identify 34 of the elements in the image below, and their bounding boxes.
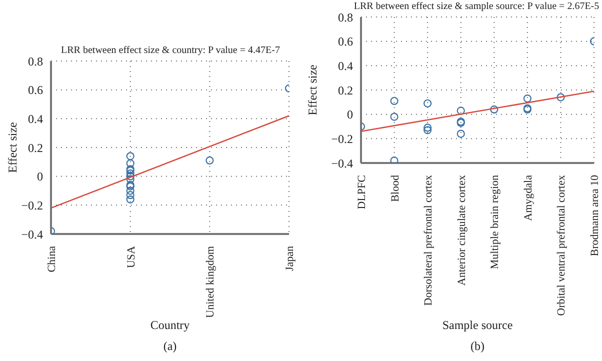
y-tick-label: 0.4 xyxy=(28,112,43,126)
y-tick-label: 0.8 xyxy=(338,10,353,24)
text: (a) xyxy=(162,339,178,354)
text: (b) xyxy=(470,339,486,354)
y-tick-label: −0.2 xyxy=(21,198,43,212)
y-tick-label: −0.4 xyxy=(331,156,353,170)
x-tick-label: United kingdom xyxy=(204,246,217,318)
x-tick-label: Anterior cingulate cortex xyxy=(456,174,468,286)
y-tick-label: 0.2 xyxy=(28,140,43,155)
chart-title: LRR between effect size & sample source: P value = 2.67E-5 xyxy=(354,1,600,12)
x-tick-label: Orbital ventral prefrontal cortex xyxy=(556,174,568,316)
x-tick-label: DLPFC xyxy=(356,175,368,210)
x-tick-label: USA xyxy=(125,246,138,268)
y-tick-label: 0.4 xyxy=(338,58,353,73)
y-tick-label: −0.4 xyxy=(21,227,43,242)
x-tick-label: Dorsolateral prefrontal cortex xyxy=(422,174,435,306)
y-tick-label: −0.2 xyxy=(331,132,353,146)
y-tick-label: 0.6 xyxy=(28,83,43,98)
x-tick-label: China xyxy=(46,246,58,272)
x-axis-title: Country xyxy=(150,318,190,332)
x-tick-label: Multiple brain region xyxy=(489,174,502,270)
y-tick-label: 0.2 xyxy=(338,83,353,98)
y-tick-label: 0.6 xyxy=(338,34,353,49)
chart-title: LRR between effect size & country: P value = 4.47E-7 xyxy=(61,45,280,56)
x-tick-label: Blood xyxy=(389,174,402,202)
x-tick-label: Amygdala xyxy=(522,174,534,221)
y-tick-label: 0.8 xyxy=(28,54,43,68)
y-tick-label: 0 xyxy=(37,170,43,184)
y-axis-title: Effect size xyxy=(305,64,320,116)
x-tick-label: Japan xyxy=(284,246,296,272)
y-tick-label: 0 xyxy=(347,108,353,122)
y-axis-title: Effect size xyxy=(5,122,20,173)
x-tick-label: Brodmann area 10 xyxy=(589,174,601,256)
x-axis-title: Sample source xyxy=(442,318,513,332)
